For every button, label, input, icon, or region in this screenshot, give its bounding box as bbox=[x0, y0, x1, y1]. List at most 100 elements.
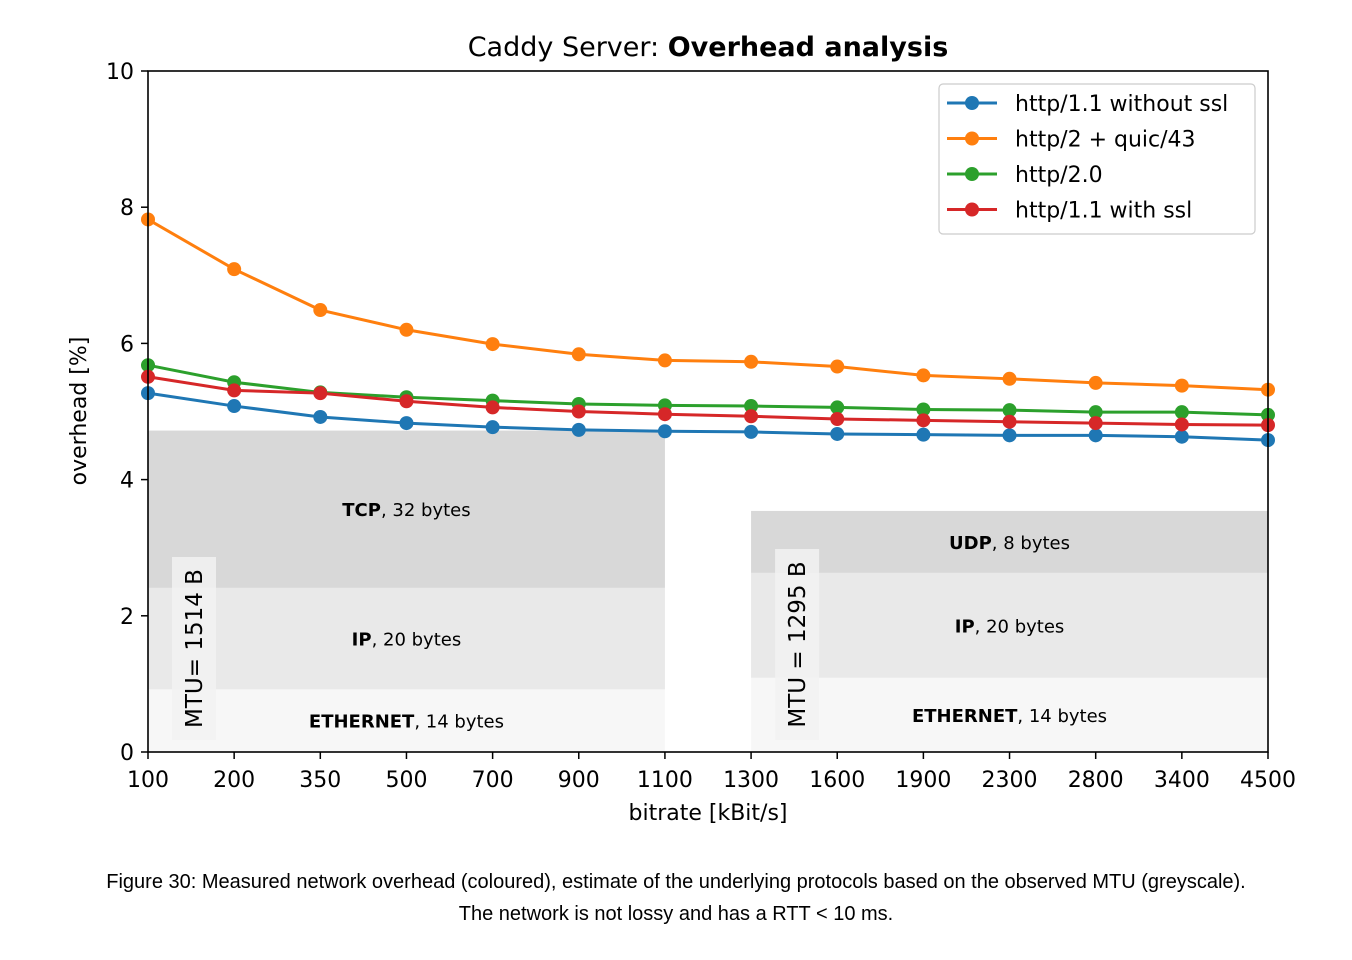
x-tick-label-4: 500 bbox=[385, 768, 427, 793]
region-2-layer-1 bbox=[751, 677, 1268, 752]
series-3-point-10 bbox=[916, 402, 931, 417]
series-4-point-13 bbox=[1174, 417, 1189, 432]
series-4-point-5 bbox=[485, 400, 500, 415]
caption-line-1: Figure 30: Measured network overhead (co… bbox=[106, 871, 1246, 893]
series-line-2 bbox=[147, 218, 1269, 392]
region-2-layer-label-3: UDP, 8 bytes bbox=[949, 533, 1070, 554]
x-tick-label-8: 1300 bbox=[723, 768, 779, 793]
series-1-point-5 bbox=[485, 420, 500, 435]
region-2-layer-2 bbox=[751, 572, 1268, 678]
protocol-regions: ETHERNET, 14 bytes IP, 20 bytes TCP, 32 by… bbox=[148, 430, 1268, 752]
series-2-point-4 bbox=[399, 322, 414, 337]
series-4-point-8 bbox=[744, 409, 759, 424]
series-line-1 bbox=[147, 391, 1269, 442]
mtu-label-box-1 bbox=[172, 557, 216, 740]
caption-line-2: The network is not lossy and has a RTT <… bbox=[458, 903, 894, 925]
y-tick-label-5: 8 bbox=[120, 196, 134, 221]
legend-label-2: http/2 + quic/43 bbox=[1015, 128, 1196, 153]
mtu-label-1: MTU= 1514 B bbox=[182, 569, 208, 728]
region-1-layer-1 bbox=[148, 689, 665, 752]
legend-marker-1 bbox=[965, 96, 979, 110]
series-line-4 bbox=[147, 375, 1269, 427]
series-4-point-3 bbox=[313, 386, 328, 401]
series-1-point-12 bbox=[1088, 428, 1103, 443]
region-1-layer-label-1: ETHERNET, 14 bytes bbox=[309, 712, 504, 733]
x-tick-label-14: 4500 bbox=[1240, 768, 1296, 793]
legend-box bbox=[938, 83, 1256, 235]
series-2-point-8 bbox=[744, 354, 759, 369]
axes: 100 200 350 500 700 900 1100 1300 1600 1900 2300 28… bbox=[106, 60, 1296, 793]
series-1-point-8 bbox=[744, 424, 759, 439]
region-1-layer-2 bbox=[148, 587, 665, 690]
series-1-point-3 bbox=[313, 409, 328, 424]
series-4-point-6 bbox=[571, 404, 586, 419]
series-1-point-2 bbox=[227, 399, 242, 414]
series-1-point-4 bbox=[399, 416, 414, 431]
overhead-chart: ETHERNET, 14 bytes IP, 20 bytes TCP, 32 by… bbox=[67, 32, 1296, 826]
chart-title: Caddy Server: Overhead analysis bbox=[468, 32, 949, 63]
series-2-point-11 bbox=[1002, 371, 1017, 386]
x-tick-label-3: 350 bbox=[299, 768, 341, 793]
series-4-point-12 bbox=[1088, 416, 1103, 431]
series-3-point-8 bbox=[744, 399, 759, 414]
legend-label-4: http/1.1 with ssl bbox=[1015, 199, 1192, 224]
y-tick-label-3: 4 bbox=[120, 469, 134, 494]
series-2-point-2 bbox=[227, 262, 242, 277]
region-1-layer-label-2: IP, 20 bytes bbox=[352, 630, 462, 651]
series-3-point-12 bbox=[1088, 405, 1103, 420]
region-2-layer-3 bbox=[751, 510, 1268, 573]
series-lines bbox=[141, 212, 1275, 448]
x-tick-label-11: 2300 bbox=[982, 768, 1038, 793]
x-tick-label-10: 1900 bbox=[895, 768, 951, 793]
legend-marker-3 bbox=[965, 167, 979, 181]
series-2-point-9 bbox=[830, 359, 845, 374]
legend: http/1.1 without ssl http/2 + quic/43 http… bbox=[938, 83, 1256, 235]
series-1-point-13 bbox=[1174, 429, 1189, 444]
series-1-point-10 bbox=[916, 427, 931, 442]
figure-caption: Figure 30: Measured network overhead (co… bbox=[0, 866, 1352, 930]
region-2-layer-label-2: IP, 20 bytes bbox=[955, 616, 1065, 637]
series-4-point-7 bbox=[657, 407, 672, 422]
y-tick-label-6: 10 bbox=[106, 60, 134, 85]
x-tick-label-7: 1100 bbox=[637, 768, 693, 793]
x-tick-label-9: 1600 bbox=[809, 768, 865, 793]
series-2-point-12 bbox=[1088, 375, 1103, 390]
legend-marker-4 bbox=[965, 202, 979, 217]
x-axis-label: bitrate [kBit/s] bbox=[629, 801, 788, 826]
region-1-layer-3 bbox=[148, 430, 665, 588]
series-1-point-11 bbox=[1002, 428, 1017, 443]
x-tick-label-6: 900 bbox=[558, 768, 600, 793]
series-4-point-10 bbox=[916, 413, 931, 428]
series-2-point-6 bbox=[571, 347, 586, 362]
series-4-point-4 bbox=[399, 394, 414, 409]
series-2-point-5 bbox=[485, 337, 500, 352]
series-2-point-3 bbox=[313, 303, 328, 318]
series-1-point-7 bbox=[657, 424, 672, 439]
legend-label-3: http/2.0 bbox=[1015, 163, 1103, 188]
series-4-point-11 bbox=[1002, 414, 1017, 429]
series-3-point-13 bbox=[1174, 405, 1189, 420]
mtu-label-2: MTU = 1295 B bbox=[785, 561, 811, 727]
legend-marker-2 bbox=[965, 131, 979, 146]
x-tick-label-5: 700 bbox=[472, 768, 514, 793]
y-tick-label-4: 6 bbox=[120, 332, 134, 357]
x-tick-label-2: 200 bbox=[213, 768, 255, 793]
series-2-point-10 bbox=[916, 368, 931, 383]
series-3-point-11 bbox=[1002, 403, 1017, 418]
series-1-point-9 bbox=[830, 426, 845, 441]
series-4-point-9 bbox=[830, 411, 845, 426]
legend-label-1: http/1.1 without ssl bbox=[1015, 92, 1228, 117]
x-tick-label-12: 2800 bbox=[1068, 768, 1124, 793]
x-tick-label-1: 100 bbox=[127, 768, 169, 793]
plot-frame bbox=[147, 70, 1269, 753]
series-2-point-13 bbox=[1174, 378, 1189, 393]
y-tick-label-2: 2 bbox=[120, 605, 134, 630]
series-4-point-2 bbox=[227, 383, 242, 398]
y-tick-label-1: 0 bbox=[120, 741, 134, 766]
mtu-label-box-2 bbox=[775, 549, 820, 740]
series-1-point-6 bbox=[571, 422, 586, 437]
region-2-layer-label-1: ETHERNET, 14 bytes bbox=[912, 706, 1107, 727]
series-3-point-9 bbox=[830, 400, 845, 415]
y-axis-label: overhead [%] bbox=[67, 337, 92, 486]
region-1-layer-label-3: TCP, 32 bytes bbox=[342, 500, 470, 521]
